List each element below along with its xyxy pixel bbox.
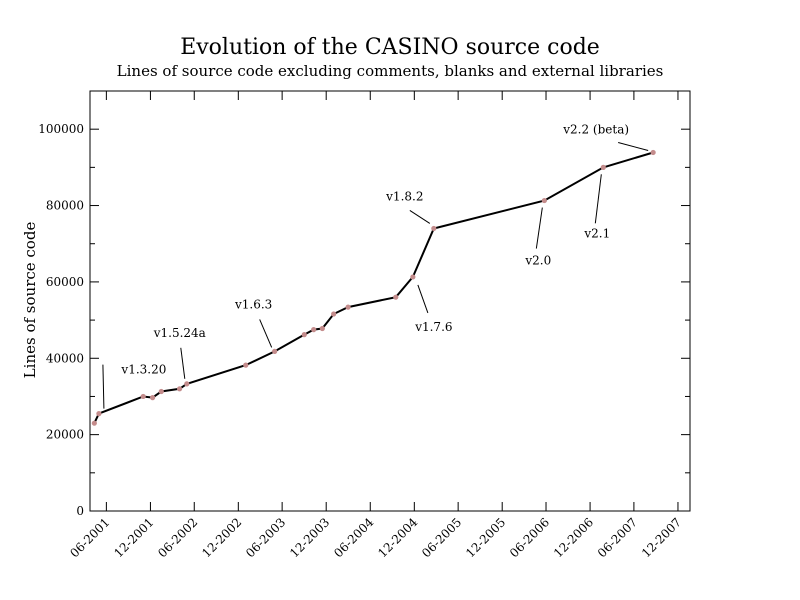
data-point <box>140 393 146 400</box>
annotation-label: v1.7.6 <box>414 320 452 334</box>
annotation-label: v1.6.3 <box>234 297 272 311</box>
annotation-label: v1.5.24a <box>153 326 206 340</box>
y-tick-label: 60000 <box>46 275 84 289</box>
y-tick-label: 80000 <box>46 199 84 213</box>
data-point <box>431 225 437 232</box>
annotation-leader <box>180 347 186 379</box>
annotation-label: v2.0 <box>524 254 551 268</box>
data-point <box>272 348 278 354</box>
y-tick-label: 100000 <box>38 122 84 136</box>
annotation-label: v1.3.20 <box>120 363 166 377</box>
x-tick-label: 12-2006 <box>551 515 596 560</box>
data-point <box>96 411 102 417</box>
data-point <box>393 294 399 300</box>
annotation-label: v2.2 (beta) <box>562 122 629 136</box>
x-tick-label: 06-2007 <box>595 515 640 560</box>
x-tick-label: 12-2003 <box>287 515 332 560</box>
annotation-leader <box>259 319 273 348</box>
x-tick-label: 06-2006 <box>507 515 552 560</box>
annotation-leader <box>102 364 105 409</box>
y-axis-label: Lines of source code <box>21 222 39 379</box>
data-point <box>650 149 656 156</box>
axes-layer: 02000040000600008000010000006-200112-200… <box>38 91 690 560</box>
data-point <box>150 395 156 401</box>
series-layer <box>91 149 656 426</box>
annotation-label: v2.1 <box>583 226 610 240</box>
data-point <box>311 327 317 333</box>
data-point <box>319 325 325 332</box>
x-tick-label: 06-2001 <box>67 515 112 560</box>
x-tick-label: 06-2004 <box>331 515 376 560</box>
annotation-leader <box>594 174 602 224</box>
x-tick-label: 12-2002 <box>199 515 244 560</box>
annotation-leader <box>409 210 431 224</box>
chart-subtitle: Lines of source code excluding comments,… <box>117 62 664 80</box>
data-point <box>91 420 97 426</box>
x-tick-label: 12-2007 <box>639 515 684 560</box>
annotation-leader <box>618 141 649 151</box>
series-line <box>93 151 654 424</box>
x-tick-label: 12-2001 <box>111 515 156 560</box>
data-point <box>176 386 183 392</box>
annotation-layer: v1.3.20 v1.5.24a v1.6.3 v1.8.2 v1.7.6 v2.0 v2.… <box>102 122 649 409</box>
data-point <box>410 274 416 280</box>
x-tick-label: 12-2005 <box>463 515 508 560</box>
data-point <box>345 304 351 310</box>
data-point <box>600 164 606 170</box>
x-tick-label: 06-2005 <box>419 515 464 560</box>
data-point <box>184 381 190 387</box>
plot-frame <box>89 90 691 512</box>
data-point <box>541 197 547 204</box>
y-tick-label: 20000 <box>46 428 84 442</box>
y-tick-label: 40000 <box>46 351 84 365</box>
annotation-label: v1.8.2 <box>385 189 423 203</box>
x-tick-label: 06-2002 <box>155 515 200 560</box>
data-point <box>301 332 307 338</box>
x-tick-label: 06-2003 <box>243 515 288 560</box>
annotation-leader <box>535 207 543 249</box>
y-tick-label: 0 <box>76 504 84 518</box>
x-tick-label: 12-2004 <box>375 515 420 560</box>
data-point <box>158 388 164 395</box>
annotation-leader <box>417 284 429 314</box>
chart-title: Evolution of the CASINO source code <box>180 35 600 60</box>
data-point <box>331 311 337 317</box>
data-point <box>243 362 249 368</box>
